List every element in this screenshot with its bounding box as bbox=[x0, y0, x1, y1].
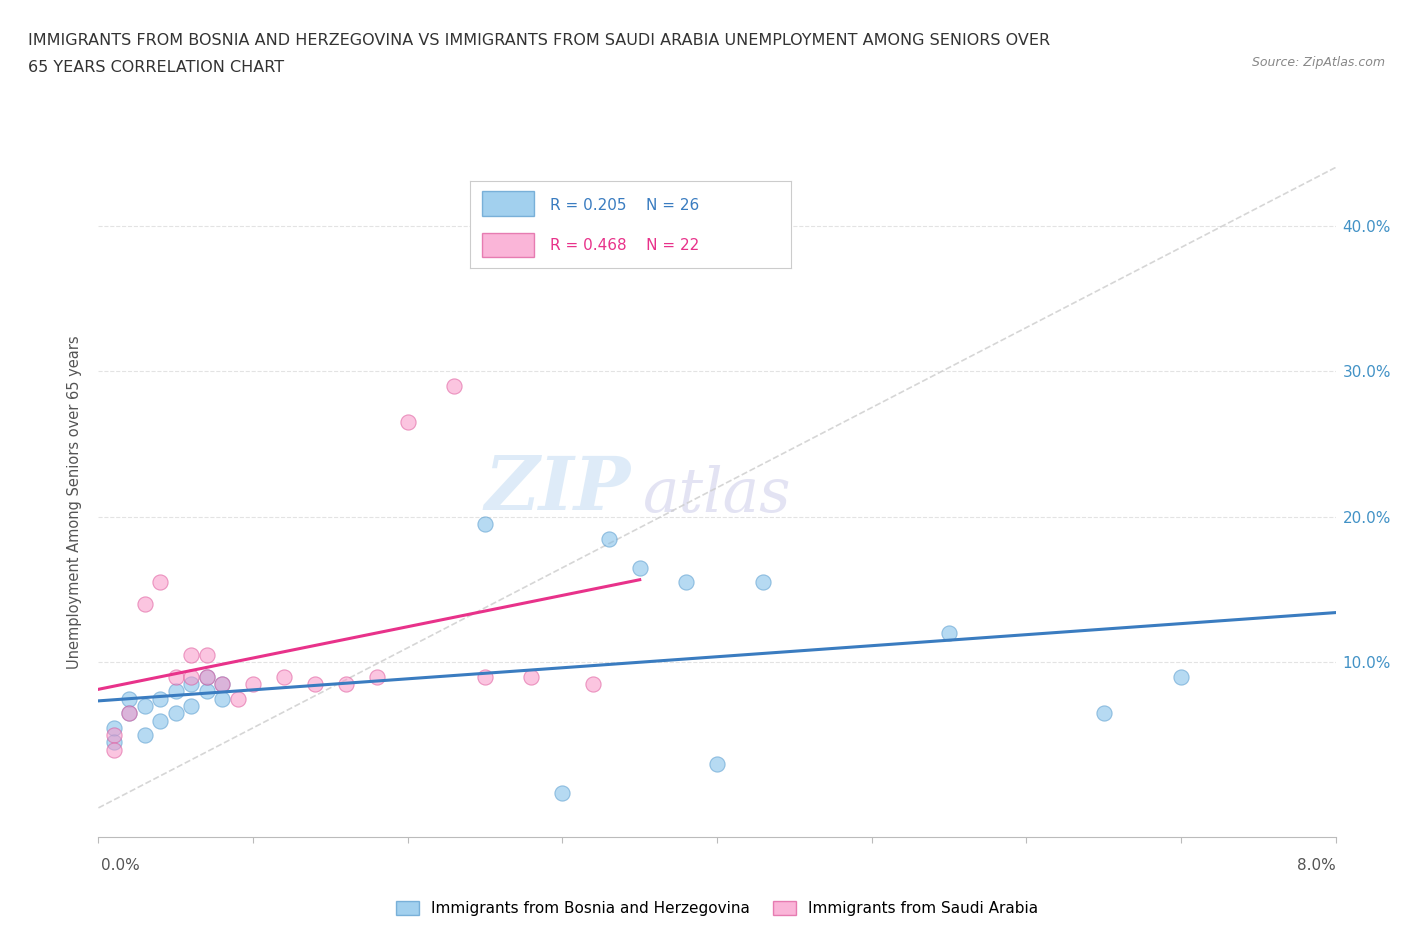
Point bbox=[134, 597, 156, 612]
Point bbox=[396, 415, 419, 430]
Point bbox=[1092, 706, 1115, 721]
Point bbox=[304, 677, 326, 692]
Point bbox=[195, 647, 218, 662]
Point bbox=[165, 684, 187, 698]
Point bbox=[118, 691, 141, 706]
Point bbox=[1170, 670, 1192, 684]
Point bbox=[226, 691, 249, 706]
Point bbox=[180, 670, 202, 684]
Point bbox=[628, 560, 651, 575]
Point bbox=[149, 713, 172, 728]
Point bbox=[598, 531, 620, 546]
Point bbox=[195, 670, 218, 684]
Point bbox=[675, 575, 697, 590]
Point bbox=[165, 706, 187, 721]
Point bbox=[195, 670, 218, 684]
Point bbox=[180, 698, 202, 713]
Point bbox=[273, 670, 295, 684]
Point bbox=[195, 684, 218, 698]
Point bbox=[706, 757, 728, 772]
Point bbox=[551, 786, 574, 801]
Point bbox=[242, 677, 264, 692]
Point bbox=[211, 691, 233, 706]
Text: 0.0%: 0.0% bbox=[101, 857, 141, 872]
Point bbox=[180, 677, 202, 692]
Text: ZIP: ZIP bbox=[484, 453, 630, 525]
Point bbox=[103, 735, 125, 750]
Point bbox=[211, 677, 233, 692]
Text: IMMIGRANTS FROM BOSNIA AND HERZEGOVINA VS IMMIGRANTS FROM SAUDI ARABIA UNEMPLOYM: IMMIGRANTS FROM BOSNIA AND HERZEGOVINA V… bbox=[28, 33, 1050, 47]
Point bbox=[103, 721, 125, 736]
Point bbox=[103, 742, 125, 757]
Point bbox=[474, 670, 496, 684]
Point bbox=[211, 677, 233, 692]
Point bbox=[149, 691, 172, 706]
Text: 8.0%: 8.0% bbox=[1296, 857, 1336, 872]
Point bbox=[118, 706, 141, 721]
Point bbox=[474, 516, 496, 531]
Point bbox=[335, 677, 357, 692]
Point bbox=[118, 706, 141, 721]
Point bbox=[520, 670, 543, 684]
Point bbox=[938, 626, 960, 641]
Point bbox=[443, 379, 465, 393]
Legend: Immigrants from Bosnia and Herzegovina, Immigrants from Saudi Arabia: Immigrants from Bosnia and Herzegovina, … bbox=[396, 901, 1038, 916]
Point bbox=[149, 575, 172, 590]
Point bbox=[180, 647, 202, 662]
Text: 65 YEARS CORRELATION CHART: 65 YEARS CORRELATION CHART bbox=[28, 60, 284, 75]
Point bbox=[165, 670, 187, 684]
Point bbox=[752, 575, 775, 590]
Point bbox=[134, 698, 156, 713]
Point bbox=[366, 670, 388, 684]
Y-axis label: Unemployment Among Seniors over 65 years: Unemployment Among Seniors over 65 years bbox=[67, 336, 83, 669]
Text: atlas: atlas bbox=[643, 466, 792, 525]
Point bbox=[582, 677, 605, 692]
Point bbox=[103, 727, 125, 742]
Text: Source: ZipAtlas.com: Source: ZipAtlas.com bbox=[1251, 56, 1385, 69]
Point bbox=[134, 727, 156, 742]
